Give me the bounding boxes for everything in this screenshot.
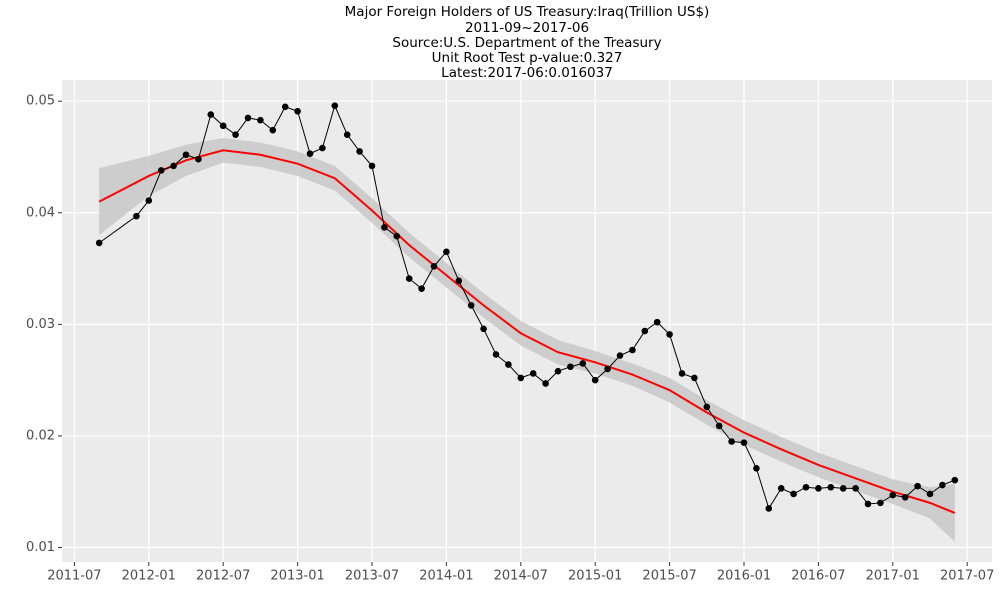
data-point <box>691 374 698 382</box>
data-point <box>95 239 103 247</box>
data-point <box>430 263 438 270</box>
data-point <box>889 491 897 499</box>
x-tick-label: 2014-01 <box>419 569 473 584</box>
data-point <box>393 232 401 240</box>
data-point <box>517 374 525 382</box>
data-point <box>455 277 463 285</box>
data-point <box>244 114 252 122</box>
data-point <box>356 148 363 155</box>
data-point <box>207 111 215 118</box>
data-point <box>331 102 339 109</box>
data-point <box>182 151 190 159</box>
data-point <box>579 360 587 367</box>
data-point <box>653 318 661 326</box>
chart-subtitle: Source:U.S. Department of the Treasury <box>392 35 661 51</box>
data-point <box>777 485 785 492</box>
data-point <box>641 327 649 335</box>
data-point <box>827 483 835 491</box>
data-point <box>343 131 351 138</box>
x-tick-label: 2015-07 <box>642 569 696 584</box>
data-point <box>368 162 376 170</box>
data-point <box>257 116 264 124</box>
data-point <box>951 476 959 484</box>
y-tick-label: 0.05 <box>26 94 55 109</box>
data-point <box>815 485 822 492</box>
data-point <box>405 275 413 282</box>
data-point <box>157 167 165 174</box>
data-point <box>765 505 773 512</box>
data-point <box>914 482 921 490</box>
data-point <box>554 367 562 375</box>
chart-subtitle: 2011-09~2017-06 <box>465 20 589 36</box>
y-tick-label: 0.02 <box>26 428 55 443</box>
x-tick-label: 2017-01 <box>866 569 920 584</box>
data-point <box>616 352 624 359</box>
data-point <box>715 422 723 430</box>
data-point <box>418 285 425 292</box>
data-point <box>505 361 512 368</box>
data-point <box>567 363 574 371</box>
data-point <box>728 438 735 445</box>
data-point <box>319 144 326 152</box>
data-point <box>703 403 711 411</box>
data-point <box>740 439 748 446</box>
chart-subtitle: Unit Root Test p-value:0.327 <box>432 50 623 66</box>
data-point <box>467 302 475 309</box>
x-tick-label: 2011-07 <box>47 569 101 584</box>
chart-title: Major Foreign Holders of US Treasury:Ira… <box>345 4 710 20</box>
data-point <box>281 103 289 111</box>
data-point <box>864 500 872 508</box>
x-tick-label: 2013-07 <box>345 569 399 584</box>
x-tick-label: 2016-01 <box>717 569 771 584</box>
data-point <box>666 331 673 338</box>
data-point <box>852 485 859 492</box>
confidence-band <box>99 138 955 542</box>
data-point <box>753 464 760 472</box>
x-tick-label: 2013-01 <box>270 569 324 584</box>
data-point <box>195 155 202 163</box>
data-point <box>133 212 140 220</box>
x-tick-label: 2017-07 <box>940 569 994 584</box>
data-point <box>939 481 946 489</box>
data-point <box>591 376 599 384</box>
y-tick-label: 0.01 <box>26 540 55 555</box>
data-point <box>170 162 177 170</box>
data-point <box>443 248 450 256</box>
data-point <box>294 107 301 115</box>
chart-subtitle: Latest:2017-06:0.016037 <box>441 65 613 81</box>
data-point <box>145 197 153 204</box>
data-point <box>232 131 239 138</box>
data-point <box>219 122 227 130</box>
data-point <box>480 325 487 333</box>
y-tick-label: 0.03 <box>26 317 55 332</box>
x-tick-label: 2015-01 <box>568 569 622 584</box>
y-tick-label: 0.04 <box>26 205 55 220</box>
x-tick-label: 2012-07 <box>196 569 250 584</box>
data-point <box>901 493 909 501</box>
data-point <box>529 370 537 377</box>
data-point <box>926 490 934 498</box>
x-tick-label: 2012-01 <box>122 569 176 584</box>
data-point <box>877 499 884 507</box>
data-point <box>306 150 314 157</box>
x-tick-label: 2014-07 <box>494 569 548 584</box>
smooth-line <box>98 149 956 514</box>
data-point <box>629 346 636 354</box>
data-point <box>269 126 277 134</box>
data-point <box>381 223 388 231</box>
data-point <box>839 485 847 492</box>
data-point <box>678 370 686 377</box>
data-point <box>492 351 500 358</box>
data-point <box>604 365 611 373</box>
data-point <box>542 380 549 387</box>
data-point <box>790 490 797 498</box>
data-point <box>802 483 810 491</box>
x-tick-label: 2016-07 <box>791 569 845 584</box>
